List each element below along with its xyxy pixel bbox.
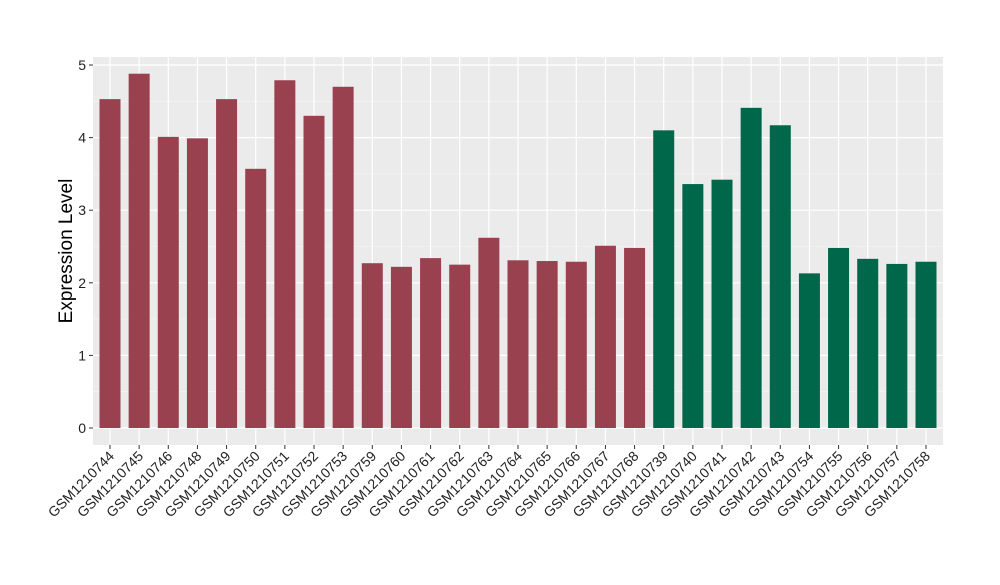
- bar-GSM1210754: [798, 273, 820, 428]
- bar-GSM1210744: [99, 99, 121, 428]
- y-axis-label: Expression Level: [56, 179, 77, 324]
- bar-GSM1210763: [478, 237, 500, 428]
- bar-GSM1210748: [186, 138, 208, 429]
- bar-GSM1210767: [594, 245, 616, 428]
- bar-GSM1210762: [449, 264, 471, 428]
- bar-GSM1210751: [274, 80, 296, 428]
- bar-GSM1210764: [507, 260, 529, 428]
- bar-GSM1210756: [857, 258, 879, 428]
- bar-GSM1210768: [624, 247, 646, 428]
- bar-GSM1210742: [740, 107, 762, 429]
- bar-GSM1210766: [565, 261, 587, 428]
- bar-GSM1210758: [915, 261, 937, 428]
- bar-GSM1210750: [245, 168, 267, 428]
- bar-GSM1210752: [303, 115, 325, 428]
- y-tick-label: 5: [78, 57, 86, 73]
- bar-GSM1210741: [711, 179, 733, 428]
- bar-GSM1210739: [653, 130, 675, 428]
- y-tick-label: 1: [78, 347, 86, 363]
- bar-GSM1210740: [682, 184, 704, 428]
- bar-GSM1210755: [828, 247, 850, 428]
- bar-GSM1210745: [128, 73, 150, 428]
- y-tick-label: 0: [78, 420, 86, 436]
- bar-GSM1210753: [332, 86, 354, 428]
- bar-GSM1210746: [157, 136, 179, 428]
- bar-GSM1210765: [536, 261, 558, 428]
- bar-GSM1210743: [769, 125, 791, 429]
- bar-GSM1210761: [420, 258, 442, 428]
- bar-GSM1210760: [390, 266, 412, 428]
- bar-GSM1210757: [886, 263, 908, 428]
- bar-GSM1210749: [216, 99, 238, 428]
- y-tick-label: 4: [78, 130, 86, 146]
- y-tick-label: 3: [78, 202, 86, 218]
- y-tick-label: 2: [78, 275, 86, 291]
- bar-GSM1210759: [361, 263, 383, 428]
